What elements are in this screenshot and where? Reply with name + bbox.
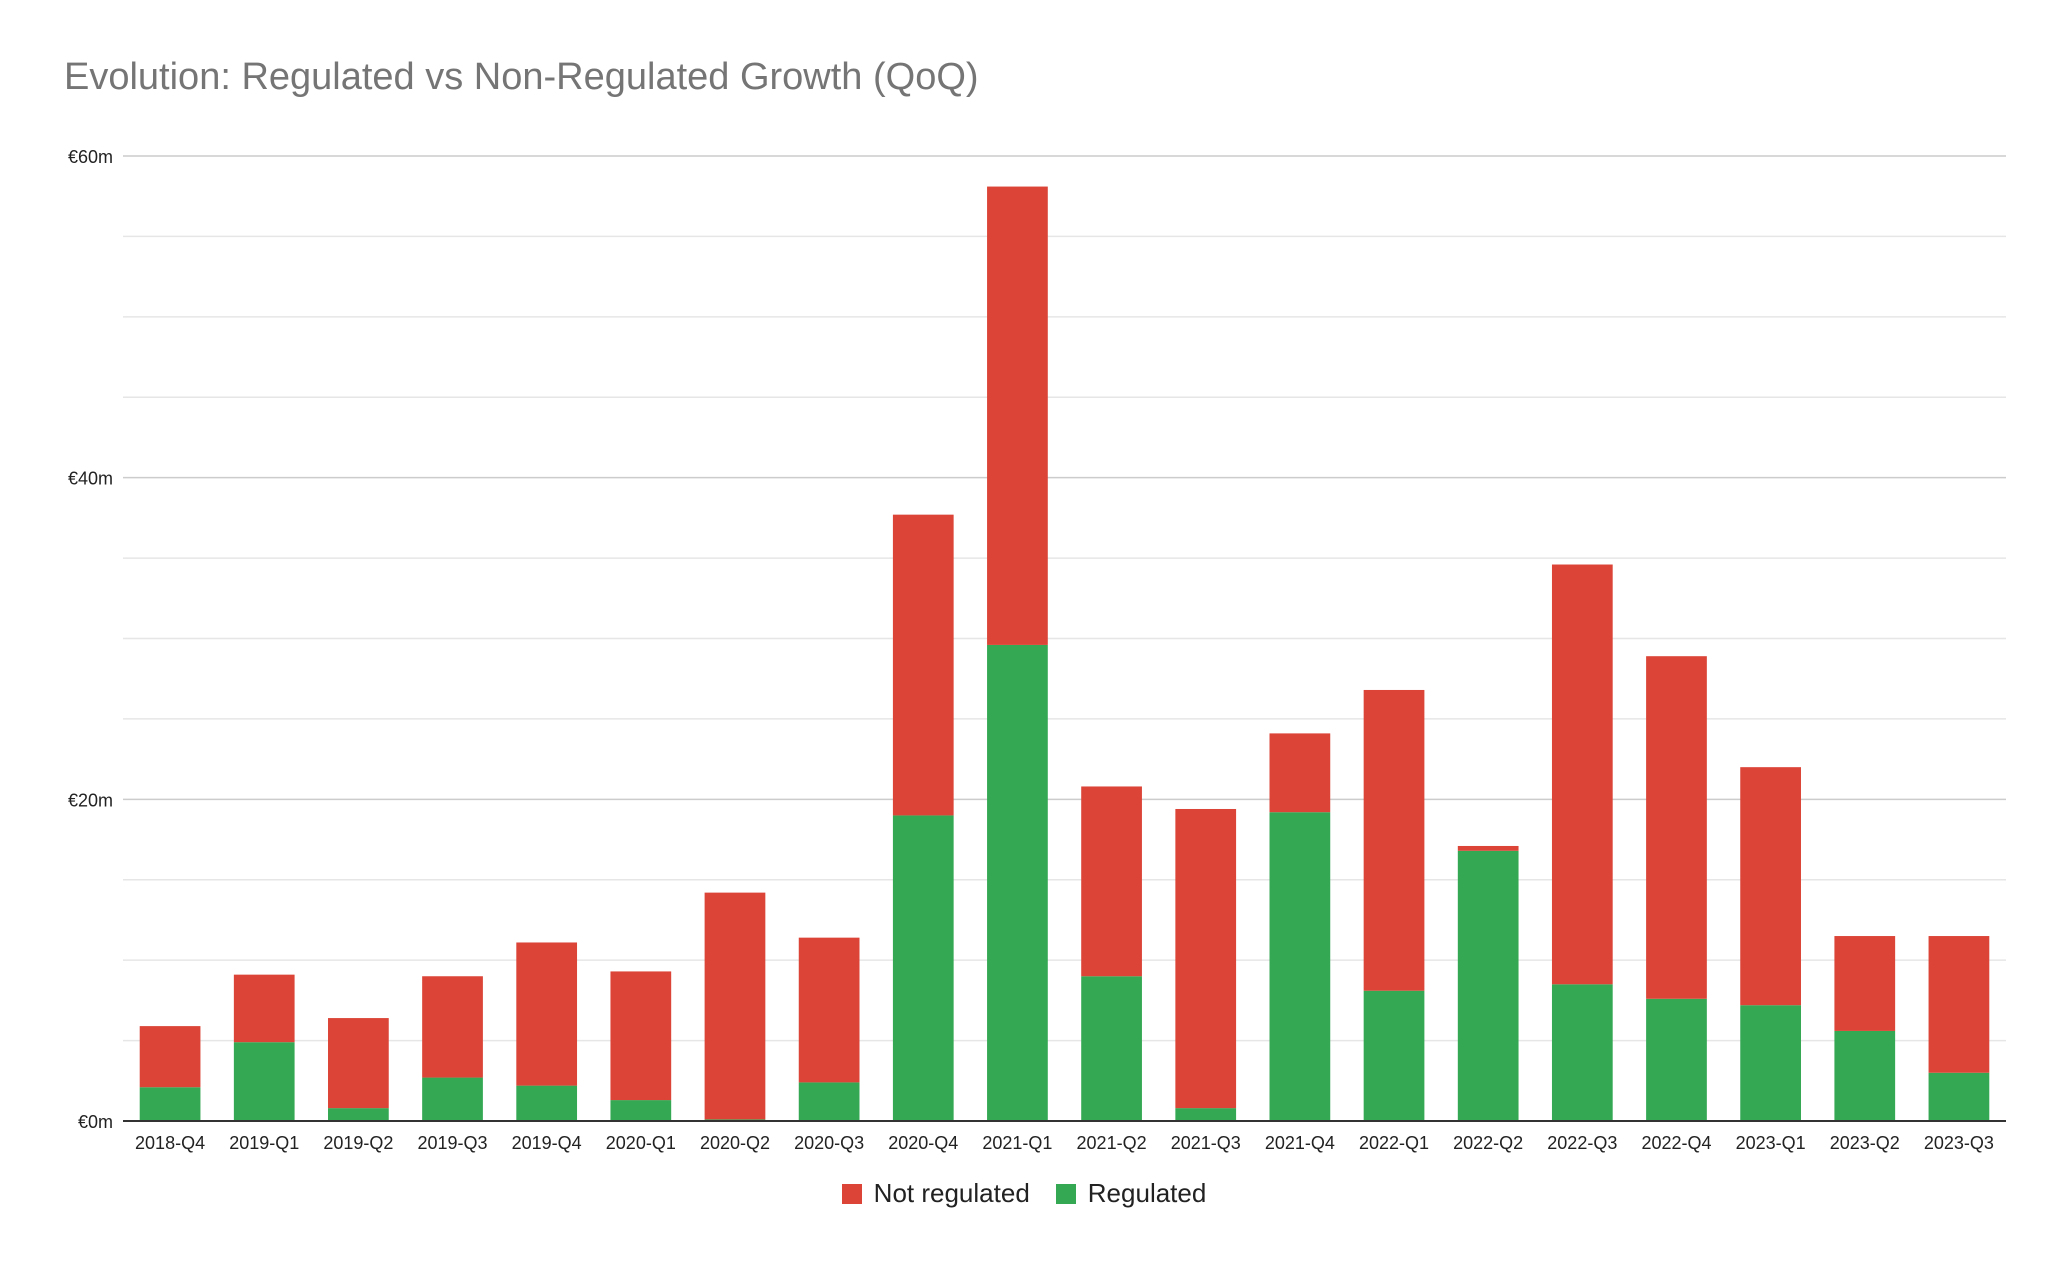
bar-regulated (987, 644, 1048, 1121)
bar-not-regulated (1551, 564, 1613, 985)
x-tick-label: 2022-Q4 (1641, 1133, 1711, 1153)
x-tick-label: 2020-Q3 (794, 1133, 864, 1153)
bar-regulated (1646, 998, 1707, 1121)
bar-regulated (610, 1100, 672, 1121)
x-tick-label: 2021-Q3 (1171, 1133, 1241, 1153)
legend-swatch-not-regulated (841, 1183, 862, 1204)
x-tick-label: 2019-Q1 (229, 1133, 299, 1153)
x-tick-label: 2022-Q2 (1453, 1133, 1523, 1153)
x-tick-label: 2020-Q2 (700, 1133, 770, 1153)
bar-not-regulated (1175, 808, 1237, 1109)
x-tick-label: 2021-Q2 (1077, 1133, 1147, 1153)
x-tick-label: 2022-Q1 (1359, 1133, 1429, 1153)
bar-not-regulated (233, 974, 295, 1043)
bar-not-regulated (892, 514, 954, 816)
y-tick-label: €60m (68, 147, 113, 167)
x-tick-label: 2023-Q2 (1830, 1133, 1900, 1153)
legend: Not regulated Regulated (0, 1178, 2048, 1209)
chart-title: Evolution: Regulated vs Non-Regulated Gr… (64, 56, 979, 98)
x-tick-label: 2019-Q3 (417, 1133, 487, 1153)
bar-not-regulated (1928, 936, 1990, 1073)
x-tick-label: 2023-Q1 (1736, 1133, 1806, 1153)
legend-label-not-regulated: Not regulated (873, 1178, 1030, 1208)
legend-item-regulated[interactable]: Regulated (1055, 1178, 1207, 1209)
legend-swatch-regulated (1055, 1183, 1076, 1204)
bar-regulated (1740, 1005, 1801, 1121)
bar-regulated (516, 1085, 578, 1121)
bar-regulated (1551, 984, 1613, 1121)
bar-not-regulated (1269, 733, 1331, 813)
bar-regulated (798, 1082, 860, 1121)
bar-not-regulated (1740, 767, 1801, 1006)
y-tick-label: €40m (68, 469, 113, 489)
bar-not-regulated (139, 1026, 201, 1088)
x-tick-label: 2023-Q3 (1924, 1133, 1994, 1153)
bar-regulated (422, 1077, 483, 1121)
bar-not-regulated (516, 942, 578, 1086)
bar-not-regulated (987, 186, 1048, 645)
bar-regulated (1457, 850, 1519, 1121)
x-tick-label: 2019-Q4 (512, 1133, 582, 1153)
bars (139, 186, 1990, 1121)
bar-regulated (328, 1108, 389, 1121)
bar-not-regulated (1834, 936, 1896, 1031)
legend-label-regulated: Regulated (1087, 1178, 1207, 1208)
x-tick-label: 2020-Q4 (888, 1133, 958, 1153)
bar-regulated (1269, 812, 1331, 1121)
bar-regulated (1928, 1072, 1990, 1121)
x-tick-label: 2021-Q4 (1265, 1133, 1335, 1153)
x-tick-label: 2019-Q2 (323, 1133, 393, 1153)
bar-not-regulated (422, 976, 483, 1078)
bar-not-regulated (328, 1018, 389, 1109)
legend-item-not-regulated[interactable]: Not regulated (841, 1178, 1030, 1209)
bar-regulated (1834, 1030, 1896, 1121)
gridlines (123, 155, 2006, 1042)
axes: €0m €20m €40m €60m 2018-Q4 2019-Q1 2019-Q2 2019… (68, 147, 2006, 1153)
bar-regulated (233, 1042, 295, 1121)
bar-regulated (1081, 976, 1142, 1121)
bar-not-regulated (610, 971, 672, 1101)
bar-not-regulated (1457, 845, 1519, 851)
x-tick-label: 2020-Q1 (606, 1133, 676, 1153)
bar-regulated (1363, 990, 1425, 1121)
bar-regulated (139, 1087, 201, 1121)
bar-regulated (892, 815, 954, 1121)
bar-not-regulated (1363, 689, 1425, 991)
y-tick-label: €0m (78, 1112, 113, 1132)
x-tick-label: 2022-Q3 (1547, 1133, 1617, 1153)
bar-not-regulated (704, 892, 766, 1120)
bar-not-regulated (1081, 786, 1142, 977)
y-tick-label: €20m (68, 790, 113, 810)
bar-not-regulated (1646, 656, 1707, 999)
bar-not-regulated (798, 937, 860, 1083)
x-tick-label: 2021-Q1 (982, 1133, 1052, 1153)
x-tick-label: 2018-Q4 (135, 1133, 205, 1153)
bar-regulated (1175, 1108, 1237, 1121)
